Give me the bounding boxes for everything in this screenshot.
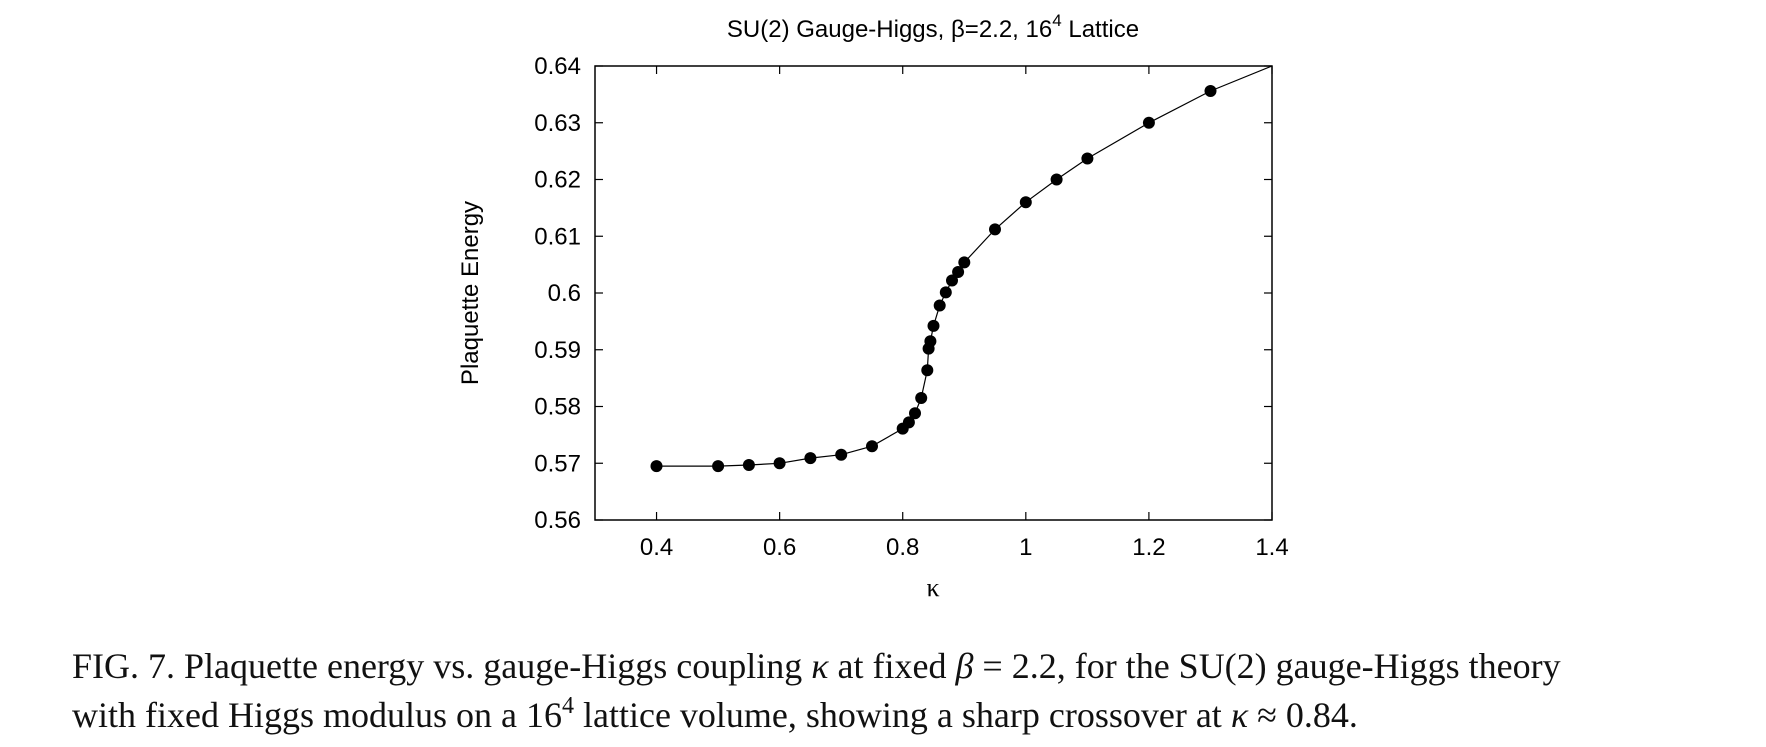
plaquette-energy-chart: SU(2) Gauge-Higgs, β=2.2, 164 Lattice 0.…: [457, 11, 1289, 602]
data-point: [909, 407, 921, 420]
caption-text-3: = 2.2, for the SU(2) gauge-Higgs theory: [973, 646, 1561, 686]
y-tick-label: 0.61: [534, 223, 581, 250]
data-point: [915, 392, 928, 404]
data-point: [933, 299, 946, 312]
y-tick-label: 0.62: [534, 167, 581, 194]
data-point: [952, 266, 965, 278]
y-tick-label: 0.56: [534, 507, 581, 534]
caption-text-4: with fixed Higgs modulus on a 16: [72, 695, 562, 735]
chart-title-main: SU(2) Gauge-Higgs, β=2.2, 16: [727, 16, 1052, 43]
data-point: [958, 256, 971, 269]
data-point: [921, 364, 934, 377]
data-point: [1204, 85, 1217, 97]
y-tick-label: 0.63: [534, 110, 581, 137]
caption-text-1: Plaquette energy vs. gauge-Higgs couplin…: [175, 646, 812, 686]
data-point: [866, 440, 878, 453]
y-tick-label: 0.57: [534, 450, 581, 477]
caption-superscript: 4: [561, 693, 574, 719]
x-tick-label: 1.4: [1255, 534, 1288, 561]
caption-beta: β: [955, 646, 974, 686]
x-tick-label: 0.6: [763, 534, 796, 561]
caption-text-2: at fixed: [828, 646, 956, 686]
x-tick-label: 0.8: [886, 534, 919, 561]
y-tick-label: 0.6: [548, 280, 581, 307]
data-point: [946, 274, 958, 287]
x-tick-label: 1: [1019, 534, 1032, 561]
chart-title-end: Lattice: [1062, 16, 1139, 43]
data-point: [773, 457, 786, 470]
caption-text-6: ≈ 0.84.: [1248, 695, 1358, 735]
data-point: [1081, 152, 1094, 165]
caption-fig-label: FIG. 7.: [72, 646, 176, 686]
data-point: [924, 335, 937, 348]
x-axis-label: κ: [926, 573, 939, 602]
caption-kappa: κ: [811, 646, 829, 686]
plot-frame: [594, 65, 1273, 521]
y-axis: 0.56 0.57 0.58 0.59 0.6 0.61 0.62 0.63 0.64: [534, 53, 1272, 534]
data-point: [742, 459, 755, 471]
caption-kappa-2: κ: [1230, 695, 1249, 735]
chart-title-sup: 4: [1052, 11, 1061, 30]
caption-text-5: lattice volume, showing a sharp crossove…: [573, 695, 1231, 735]
data-markers: [650, 85, 1217, 473]
data-point: [902, 416, 915, 429]
y-tick-label: 0.64: [534, 53, 581, 80]
data-point: [927, 319, 940, 332]
data-point: [835, 448, 848, 461]
data-point: [650, 460, 663, 473]
chart-title: SU(2) Gauge-Higgs, β=2.2, 164 Lattice: [727, 11, 1139, 43]
data-point: [939, 286, 952, 299]
data-point: [1050, 173, 1063, 186]
data-point: [989, 223, 1001, 236]
data-point: [1019, 196, 1032, 209]
x-tick-label: 1.2: [1132, 534, 1165, 561]
data-point: [1142, 116, 1155, 129]
y-tick-label: 0.58: [534, 394, 581, 421]
figure-caption: FIG. 7. Plaquette energy vs. gauge-Higgs…: [72, 642, 1702, 740]
x-axis: 0.4 0.6 0.8 1 1.2 1.4: [640, 66, 1289, 561]
x-tick-label: 0.4: [640, 534, 673, 561]
data-point: [804, 452, 817, 465]
data-point: [712, 460, 725, 473]
y-axis-label: Plaquette Energy: [457, 201, 484, 385]
y-tick-label: 0.59: [534, 337, 581, 364]
